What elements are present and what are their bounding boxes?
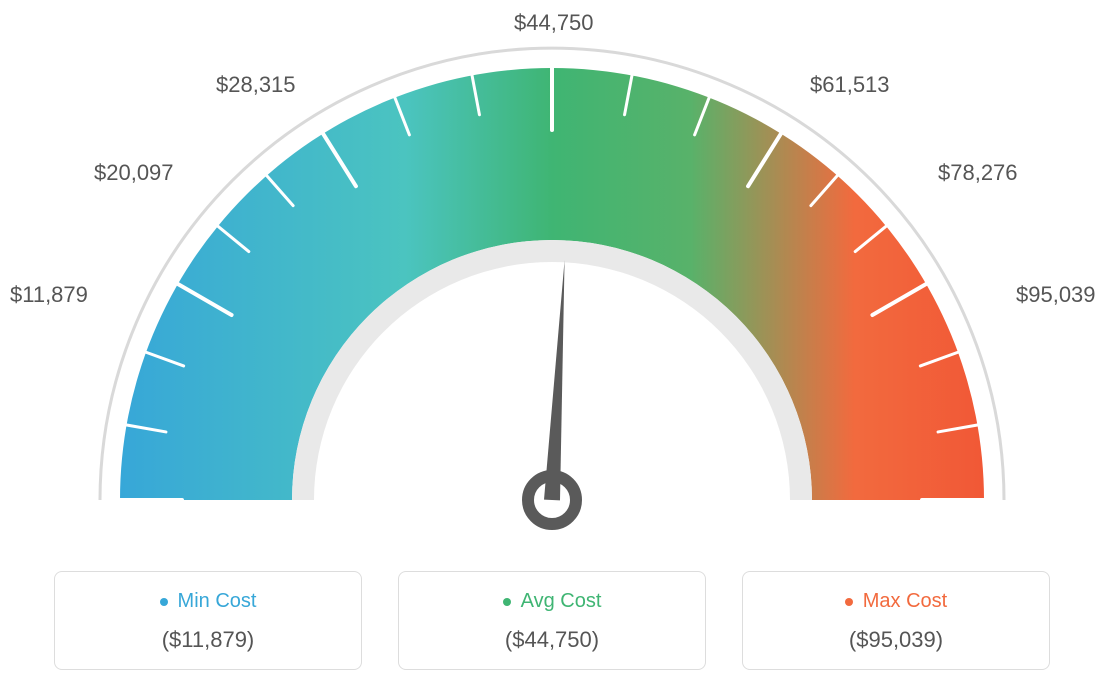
legend-max-label: Max Cost bbox=[845, 590, 947, 613]
legend-max-value: ($95,039) bbox=[753, 627, 1039, 653]
legend-min-value: ($11,879) bbox=[65, 627, 351, 653]
gauge-scale-label: $11,879 bbox=[10, 282, 88, 308]
gauge-scale-label: $28,315 bbox=[216, 72, 296, 98]
legend-row: Min Cost ($11,879) Avg Cost ($44,750) Ma… bbox=[0, 571, 1104, 670]
legend-avg-value: ($44,750) bbox=[409, 627, 695, 653]
gauge-scale-label: $95,039 bbox=[1016, 282, 1096, 308]
gauge-scale-label: $20,097 bbox=[94, 160, 174, 186]
legend-card-max: Max Cost ($95,039) bbox=[742, 571, 1050, 670]
legend-avg-label: Avg Cost bbox=[503, 590, 602, 613]
gauge-scale-label: $78,276 bbox=[938, 160, 1018, 186]
gauge-svg bbox=[0, 0, 1104, 560]
legend-card-avg: Avg Cost ($44,750) bbox=[398, 571, 706, 670]
gauge-scale-label: $44,750 bbox=[514, 10, 594, 36]
gauge-scale-label: $61,513 bbox=[810, 72, 890, 98]
gauge-chart: $11,879 $20,097 $28,315 $44,750 $61,513 $78,2… bbox=[0, 0, 1104, 550]
legend-card-min: Min Cost ($11,879) bbox=[54, 571, 362, 670]
legend-min-label: Min Cost bbox=[160, 590, 257, 613]
